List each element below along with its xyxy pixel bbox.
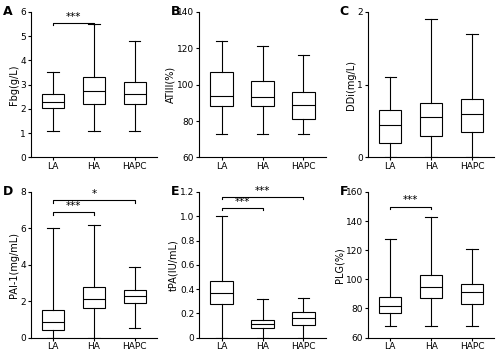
PathPatch shape	[460, 284, 483, 304]
PathPatch shape	[460, 99, 483, 132]
Text: D: D	[3, 185, 13, 198]
PathPatch shape	[292, 92, 314, 119]
PathPatch shape	[379, 110, 402, 143]
PathPatch shape	[292, 312, 314, 326]
Text: *: *	[92, 189, 96, 199]
PathPatch shape	[82, 287, 105, 308]
Text: B: B	[172, 5, 181, 17]
PathPatch shape	[42, 310, 64, 330]
PathPatch shape	[124, 290, 146, 303]
Text: ***: ***	[66, 11, 81, 21]
PathPatch shape	[379, 297, 402, 313]
PathPatch shape	[210, 72, 233, 106]
Text: ***: ***	[66, 201, 81, 211]
PathPatch shape	[210, 281, 233, 303]
Text: F: F	[340, 185, 348, 198]
PathPatch shape	[252, 81, 274, 106]
Y-axis label: ATIII(%): ATIII(%)	[166, 66, 175, 103]
Text: ***: ***	[403, 195, 418, 205]
PathPatch shape	[420, 103, 442, 136]
PathPatch shape	[82, 77, 105, 104]
Y-axis label: tPA(IU/mL): tPA(IU/mL)	[168, 239, 178, 291]
Y-axis label: DDi(mg/L): DDi(mg/L)	[346, 60, 356, 110]
Y-axis label: Fbg(g/L): Fbg(g/L)	[8, 64, 18, 105]
Text: E: E	[172, 185, 180, 198]
Text: ***: ***	[255, 186, 270, 196]
Text: ***: ***	[234, 197, 250, 207]
Y-axis label: PLG(%): PLG(%)	[334, 247, 344, 283]
Text: A: A	[3, 5, 13, 17]
Y-axis label: PAI-1(mg/mL): PAI-1(mg/mL)	[8, 232, 18, 298]
Text: C: C	[340, 5, 349, 17]
PathPatch shape	[42, 94, 64, 108]
PathPatch shape	[252, 320, 274, 328]
PathPatch shape	[124, 82, 146, 104]
PathPatch shape	[420, 275, 442, 298]
